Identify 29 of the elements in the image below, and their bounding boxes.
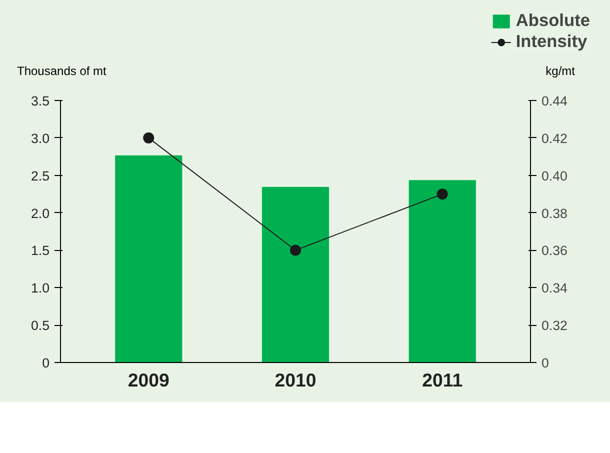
y2-tick-label: 0.34 [542,280,568,296]
x-tick-label: 2009 [128,370,170,390]
y2-tick-label: 0.40 [542,168,568,184]
y-tick-label: 0.5 [30,318,50,334]
x-tick-label: 2010 [274,370,316,390]
point [143,132,154,144]
bar [262,186,330,362]
y-tick-label: 3.5 [30,94,50,108]
y-tick-label: 2.5 [30,168,50,184]
x-tick-label: 2011 [422,370,463,390]
y-tick-label: 1.5 [30,243,50,258]
y-tick-label: 1.0 [30,280,50,296]
y2-tick-label: 0 [542,356,549,370]
y2-tick-label: 0.38 [542,206,568,221]
y2-tick-label: 0.32 [542,318,568,334]
y2-tick-label: 0.36 [542,243,568,258]
y-tick-label: 3.0 [30,130,50,146]
point [436,188,448,200]
bar [408,180,476,362]
legend-label: Intensity [516,31,588,52]
bar [115,155,182,362]
legend-label: Absolute [516,10,590,31]
y2-tick-label: 0.44 [542,94,568,108]
y2-tick-label: 0.42 [542,130,568,146]
y-tick-label: 2.0 [30,206,50,221]
y-axis-title: Thousands of mt [17,63,106,80]
point [290,244,301,256]
y2-axis-title: kg/mt [546,63,575,80]
y-tick-label: 0 [42,356,50,370]
